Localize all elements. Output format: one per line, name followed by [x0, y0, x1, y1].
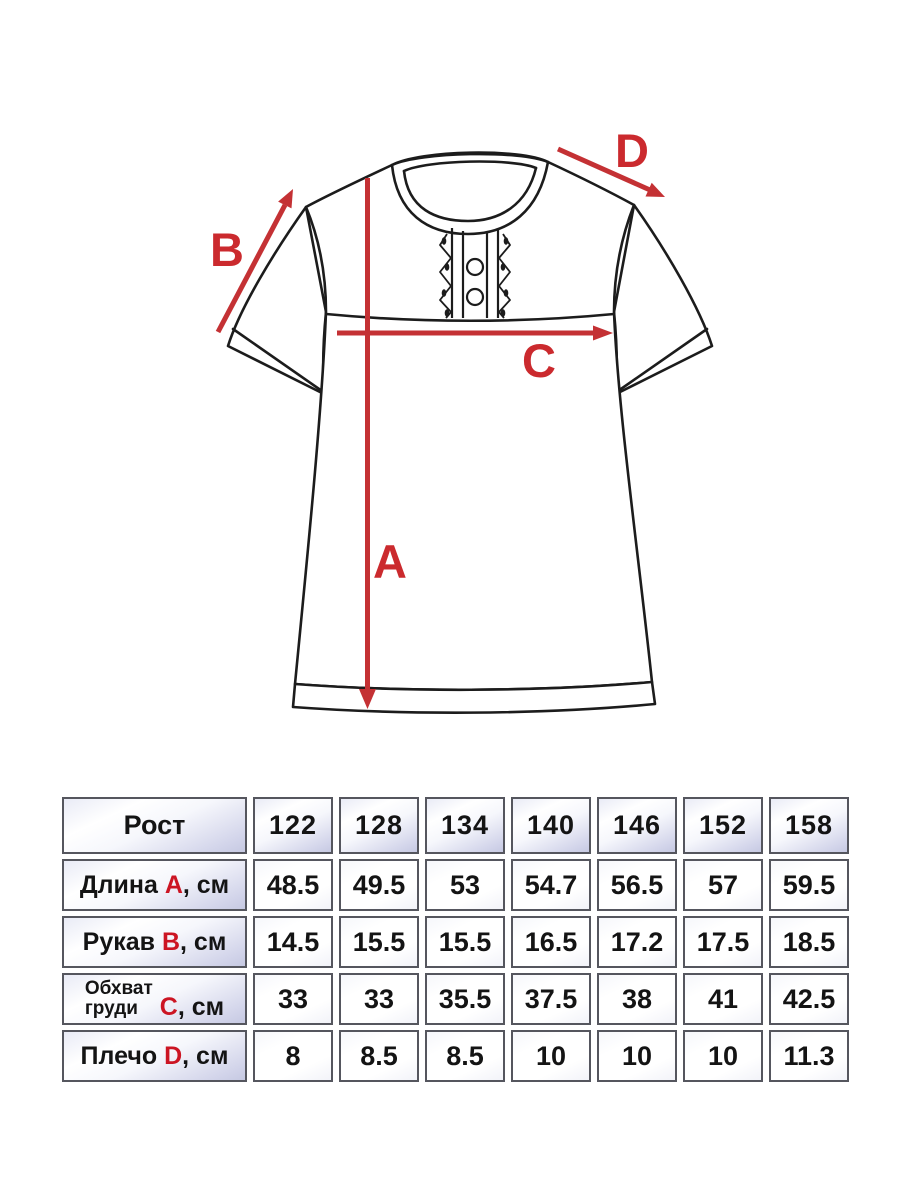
row-measure-letter: C	[159, 992, 178, 1021]
row-measure-letter: A	[164, 870, 183, 899]
table-row: Рукав B, см 14.5 15.5 15.5 16.5 17.2 17.5 18.5	[62, 916, 849, 968]
size-column-header: 146	[597, 797, 677, 854]
placket-embroidery-left	[439, 233, 452, 319]
diagram-letter-d: D	[615, 124, 649, 177]
diagram-letter-a: A	[373, 535, 407, 588]
size-column-header: 152	[683, 797, 763, 854]
arrow-d-head	[645, 182, 665, 197]
size-value-cell: 53	[425, 859, 505, 911]
row-label-text: Плечо	[80, 1041, 165, 1070]
size-column-header: 134	[425, 797, 505, 854]
arrow-c-head	[593, 325, 613, 341]
size-value-cell: 17.2	[597, 916, 677, 968]
size-value-cell: 54.7	[511, 859, 591, 911]
arrow-b-head	[278, 189, 293, 209]
embroidery-dot	[444, 263, 450, 271]
placket-button	[465, 287, 485, 307]
size-column-header: 158	[769, 797, 849, 854]
size-value-cell: 33	[253, 973, 333, 1025]
size-value-cell: 38	[597, 973, 677, 1025]
size-column-header: 140	[511, 797, 591, 854]
row-measure-letter: D	[164, 1041, 183, 1070]
row-label-cell: Обхват груди C, см	[62, 973, 247, 1025]
measurement-arrow-d	[556, 146, 652, 193]
size-value-cell: 16.5	[511, 916, 591, 968]
row-label-text: Рукав	[82, 927, 162, 956]
size-value-cell: 42.5	[769, 973, 849, 1025]
hem-band	[291, 680, 657, 714]
size-value-cell: 14.5	[253, 916, 333, 968]
collar-outer-top	[390, 151, 550, 167]
size-value-cell: 56.5	[597, 859, 677, 911]
row-label-suffix: , см	[180, 927, 227, 956]
size-value-cell: 59.5	[769, 859, 849, 911]
size-value-cell: 49.5	[339, 859, 419, 911]
left-cuff-band-line	[231, 327, 324, 393]
measurement-arrow-b	[215, 203, 288, 334]
row-label-cell: Рукав B, см	[62, 916, 247, 968]
table-row: Обхват груди C, см 33 33 35.5 37.5 38 41 42.5	[62, 973, 849, 1025]
blouse-measurement-diagram: A B C D	[210, 124, 714, 714]
size-value-cell: 41	[683, 973, 763, 1025]
right-cuff-band-line	[616, 327, 709, 393]
embroidery-dot	[441, 289, 447, 297]
size-table-header-row: Рост 122 128 134 140 146 152 158	[62, 797, 849, 854]
row-label-text: Обхват груди	[84, 978, 153, 1019]
size-value-cell: 57	[683, 859, 763, 911]
size-value-cell: 10	[597, 1030, 677, 1082]
arrow-a-head	[359, 689, 376, 709]
collar-inner	[402, 166, 538, 223]
collar-inner-top	[402, 160, 538, 173]
diagram-letter-b: B	[210, 223, 244, 276]
size-table-body: Длина A, см 48.5 49.5 53 54.7 56.5 57 59.5 Рукав…	[62, 859, 849, 1082]
size-value-cell: 37.5	[511, 973, 591, 1025]
size-value-cell: 11.3	[769, 1030, 849, 1082]
size-column-header: 128	[339, 797, 419, 854]
diagram-letter-c: C	[522, 334, 556, 387]
row-label-suffix: , см	[177, 992, 225, 1021]
embroidery-dot	[500, 263, 506, 271]
size-value-cell: 8.5	[425, 1030, 505, 1082]
size-value-cell: 8	[253, 1030, 333, 1082]
embroidery-dot	[500, 309, 506, 317]
row-label-text: Длина	[79, 870, 165, 899]
height-header-cell: Рост	[62, 797, 247, 854]
size-value-cell: 48.5	[253, 859, 333, 911]
table-row: Длина A, см 48.5 49.5 53 54.7 56.5 57 59.5	[62, 859, 849, 911]
size-value-cell: 15.5	[425, 916, 505, 968]
blouse-diagram-svg: A B C D	[210, 124, 714, 714]
size-value-cell: 18.5	[769, 916, 849, 968]
collar-outer	[390, 160, 550, 236]
row-label-suffix: , см	[182, 1041, 229, 1070]
row-label-cell: Плечо D, см	[62, 1030, 247, 1082]
embroidery-dot	[441, 237, 447, 245]
embroidery-dot	[444, 309, 450, 317]
right-sleeve	[612, 203, 714, 396]
size-value-cell: 15.5	[339, 916, 419, 968]
placket-embroidery-right	[498, 233, 511, 319]
row-label-cell: Длина A, см	[62, 859, 247, 911]
size-value-cell: 8.5	[339, 1030, 419, 1082]
size-value-cell: 33	[339, 973, 419, 1025]
embroidery-dot	[503, 237, 509, 245]
row-label-suffix: , см	[182, 870, 230, 899]
size-value-cell: 10	[511, 1030, 591, 1082]
size-value-cell: 10	[683, 1030, 763, 1082]
size-column-header: 122	[253, 797, 333, 854]
size-value-cell: 35.5	[425, 973, 505, 1025]
size-value-cell: 17.5	[683, 916, 763, 968]
placket-button	[465, 257, 485, 277]
placket-bars	[450, 228, 500, 318]
table-row: Плечо D, см 8 8.5 8.5 10 10 10 11.3	[62, 1030, 849, 1082]
embroidery-dot	[503, 289, 509, 297]
yoke-seam	[324, 312, 616, 323]
row-measure-letter: B	[161, 927, 181, 956]
size-table: Рост 122 128 134 140 146 152 158 Длина A, см 48…	[56, 792, 855, 1087]
